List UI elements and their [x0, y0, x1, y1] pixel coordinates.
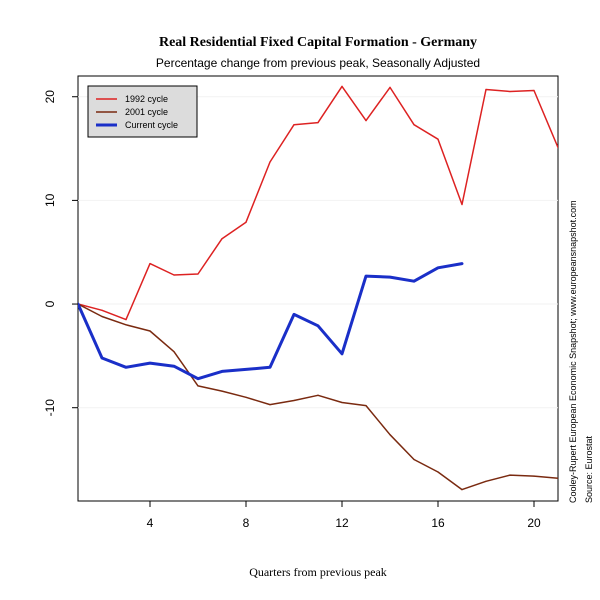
- data-point-2001-cycle: [221, 390, 223, 392]
- data-point-1992-cycle: [413, 124, 415, 126]
- data-point-1992-cycle: [101, 309, 103, 311]
- x-tick-label: 16: [431, 516, 445, 530]
- x-axis: 4 8 12 16 20: [147, 500, 541, 530]
- series-line-current-cycle: [78, 262, 464, 381]
- data-point-current-cycle: [293, 313, 295, 316]
- data-point-current-cycle: [413, 280, 415, 282]
- legend-label-2001-cycle: 2001 cycle: [125, 107, 168, 117]
- data-point-1992-cycle: [533, 89, 535, 92]
- data-point-2001-cycle: [269, 403, 271, 406]
- data-point-current-cycle: [461, 263, 463, 265]
- data-point-current-cycle: [173, 365, 175, 367]
- data-point-current-cycle: [197, 378, 199, 380]
- legend-label-1992-cycle: 1992 cycle: [125, 94, 168, 104]
- data-point-1992-cycle: [317, 122, 319, 124]
- source-note: Source: Eurostat: [584, 435, 594, 503]
- data-point-2001-cycle: [365, 405, 367, 407]
- legend-label-current-cycle: Current cycle: [125, 120, 178, 130]
- y-axis: -10 0 10 20: [43, 90, 558, 417]
- y-tick-label: 10: [43, 193, 57, 207]
- data-point-2001-cycle: [533, 475, 535, 477]
- series-line-2001-cycle: [78, 303, 558, 491]
- data-point-1992-cycle: [149, 263, 151, 265]
- data-point-1992-cycle: [485, 88, 487, 91]
- series-1992-cycle: [78, 85, 558, 321]
- chart-title: Real Residential Fixed Capital Formation…: [159, 35, 477, 50]
- legend: 1992 cycle 2001 cycle Current cycle: [87, 85, 198, 138]
- chart-subtitle: Percentage change from previous peak, Se…: [156, 56, 480, 70]
- data-point-2001-cycle: [293, 399, 295, 402]
- data-point-current-cycle: [245, 368, 247, 370]
- data-point-1992-cycle: [509, 90, 511, 93]
- x-tick-label: 12: [335, 516, 349, 530]
- data-point-2001-cycle: [485, 480, 487, 482]
- data-point-2001-cycle: [437, 471, 439, 473]
- data-point-1992-cycle: [245, 221, 247, 223]
- data-point-current-cycle: [101, 357, 103, 359]
- data-point-current-cycle: [437, 267, 439, 269]
- data-point-current-cycle: [341, 353, 343, 355]
- data-point-1992-cycle: [461, 203, 463, 206]
- data-point-2001-cycle: [341, 401, 343, 404]
- series-layer: [78, 85, 558, 491]
- x-tick-label: 20: [527, 516, 541, 530]
- data-point-current-cycle: [221, 370, 223, 373]
- data-point-2001-cycle: [461, 488, 463, 491]
- series-2001-cycle: [78, 303, 558, 491]
- plot-frame: [77, 75, 559, 502]
- data-point-2001-cycle: [245, 396, 247, 398]
- data-point-2001-cycle: [509, 474, 511, 476]
- data-point-current-cycle: [269, 366, 271, 368]
- x-tick-label: 8: [243, 516, 250, 530]
- data-point-2001-cycle: [389, 434, 391, 436]
- data-point-1992-cycle: [437, 138, 439, 140]
- data-point-1992-cycle: [389, 86, 391, 89]
- data-point-2001-cycle: [557, 477, 558, 479]
- data-point-1992-cycle: [557, 146, 558, 149]
- data-point-current-cycle: [365, 275, 367, 277]
- data-point-current-cycle: [317, 325, 319, 327]
- snapshot-credit: Cooley-Rupert European Economic Snapshot…: [568, 200, 578, 503]
- data-point-1992-cycle: [197, 273, 199, 275]
- data-point-1992-cycle: [365, 119, 367, 122]
- data-point-1992-cycle: [341, 85, 343, 87]
- y-tick-label: -10: [43, 399, 57, 417]
- data-point-1992-cycle: [269, 161, 271, 163]
- data-point-current-cycle: [78, 303, 79, 305]
- x-axis-label: Quarters from previous peak: [249, 565, 387, 579]
- data-point-1992-cycle: [173, 274, 175, 276]
- data-point-1992-cycle: [221, 238, 223, 240]
- data-point-current-cycle: [389, 276, 391, 278]
- x-tick-label: 4: [147, 516, 154, 530]
- data-point-2001-cycle: [101, 315, 103, 318]
- data-point-1992-cycle: [125, 318, 127, 321]
- data-point-2001-cycle: [173, 351, 175, 353]
- data-point-2001-cycle: [149, 330, 151, 332]
- data-point-current-cycle: [149, 362, 151, 364]
- data-point-2001-cycle: [125, 324, 127, 326]
- data-point-2001-cycle: [317, 394, 319, 396]
- series-current-cycle: [78, 262, 464, 381]
- y-tick-label: 0: [43, 300, 57, 307]
- data-point-current-cycle: [125, 366, 127, 368]
- data-point-2001-cycle: [413, 458, 415, 461]
- data-point-2001-cycle: [197, 385, 199, 387]
- y-tick-label: 20: [43, 90, 57, 104]
- data-point-1992-cycle: [293, 124, 295, 126]
